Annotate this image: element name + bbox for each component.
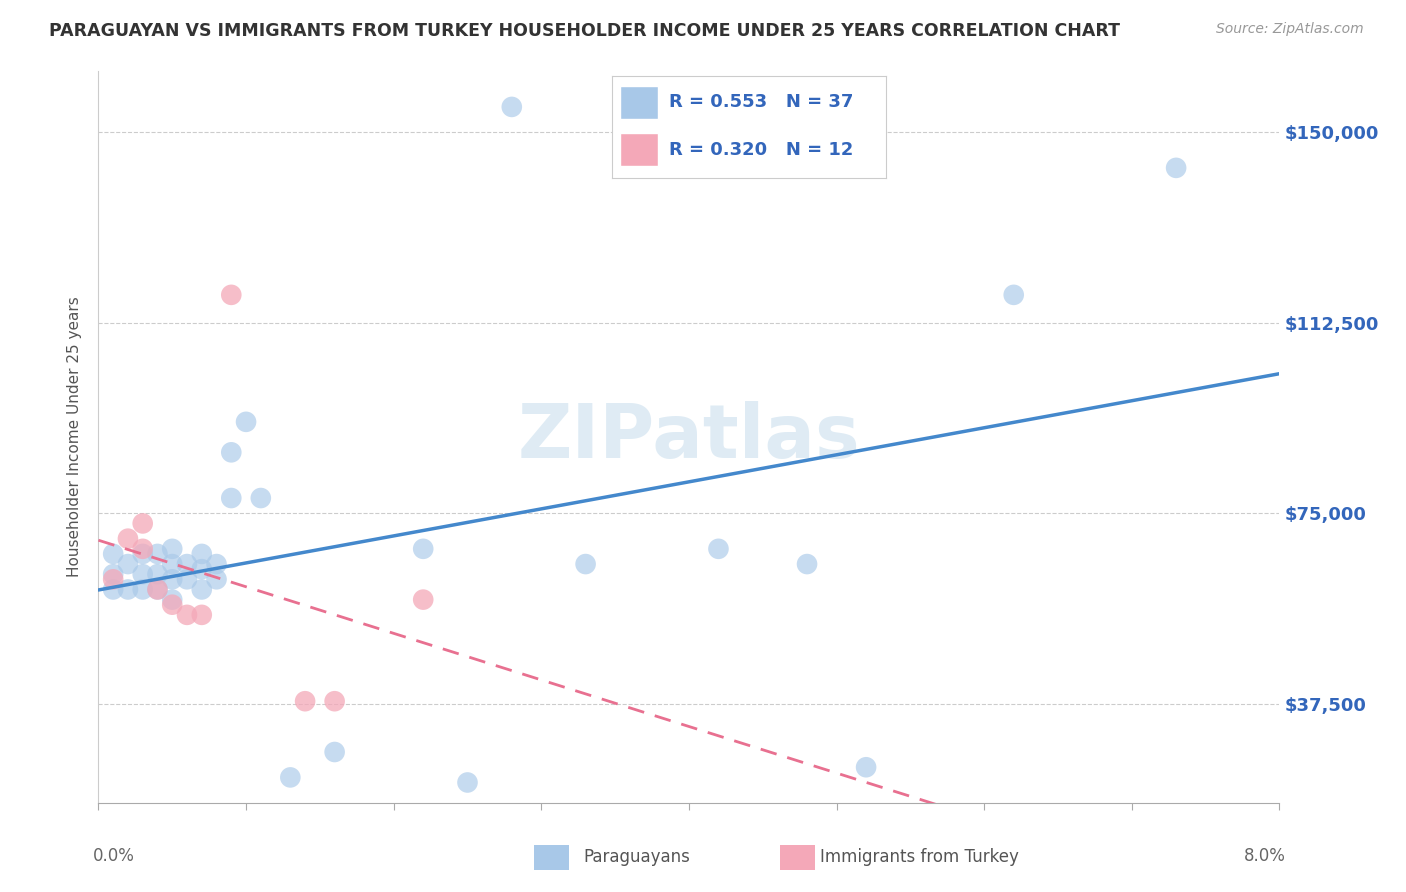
- Text: Paraguayans: Paraguayans: [583, 848, 690, 866]
- Text: Immigrants from Turkey: Immigrants from Turkey: [820, 848, 1018, 866]
- Point: [221, 288, 243, 302]
- Point: [191, 547, 214, 561]
- Point: [250, 491, 273, 505]
- Point: [1166, 161, 1188, 175]
- Point: [294, 694, 316, 708]
- Text: PARAGUAYAN VS IMMIGRANTS FROM TURKEY HOUSEHOLDER INCOME UNDER 25 YEARS CORRELATI: PARAGUAYAN VS IMMIGRANTS FROM TURKEY HOU…: [49, 22, 1121, 40]
- Point: [575, 557, 598, 571]
- Point: [205, 557, 228, 571]
- Point: [146, 547, 169, 561]
- Bar: [620, 133, 658, 166]
- Point: [235, 415, 257, 429]
- Point: [796, 557, 818, 571]
- Point: [176, 607, 198, 622]
- Point: [162, 557, 183, 571]
- Point: [117, 532, 139, 546]
- Text: 0.0%: 0.0%: [93, 847, 135, 864]
- Point: [162, 572, 183, 586]
- Point: [132, 582, 155, 597]
- Point: [146, 582, 169, 597]
- Point: [412, 592, 434, 607]
- Text: ZIPatlas: ZIPatlas: [517, 401, 860, 474]
- Point: [162, 598, 183, 612]
- Point: [162, 541, 183, 556]
- Point: [221, 491, 243, 505]
- Point: [176, 557, 198, 571]
- Point: [501, 100, 523, 114]
- Point: [117, 582, 139, 597]
- Text: 8.0%: 8.0%: [1243, 847, 1285, 864]
- Point: [205, 572, 228, 586]
- Point: [176, 572, 198, 586]
- Point: [162, 592, 183, 607]
- Point: [412, 541, 434, 556]
- Point: [132, 516, 155, 531]
- Point: [132, 541, 155, 556]
- Point: [191, 607, 214, 622]
- Point: [1002, 288, 1025, 302]
- Point: [103, 567, 125, 582]
- Point: [280, 771, 302, 785]
- Point: [323, 745, 346, 759]
- Point: [132, 567, 155, 582]
- Y-axis label: Householder Income Under 25 years: Householder Income Under 25 years: [67, 297, 83, 577]
- Point: [103, 572, 125, 586]
- Text: R = 0.553   N = 37: R = 0.553 N = 37: [669, 94, 853, 112]
- Point: [855, 760, 877, 774]
- Point: [103, 582, 125, 597]
- Point: [117, 557, 139, 571]
- Point: [221, 445, 243, 459]
- Point: [707, 541, 730, 556]
- Point: [191, 582, 214, 597]
- Point: [103, 547, 125, 561]
- Point: [132, 547, 155, 561]
- Point: [146, 567, 169, 582]
- Point: [146, 582, 169, 597]
- Point: [323, 694, 346, 708]
- Point: [457, 775, 479, 789]
- Text: Source: ZipAtlas.com: Source: ZipAtlas.com: [1216, 22, 1364, 37]
- Bar: [620, 87, 658, 119]
- Text: R = 0.320   N = 12: R = 0.320 N = 12: [669, 141, 853, 159]
- Point: [191, 562, 214, 576]
